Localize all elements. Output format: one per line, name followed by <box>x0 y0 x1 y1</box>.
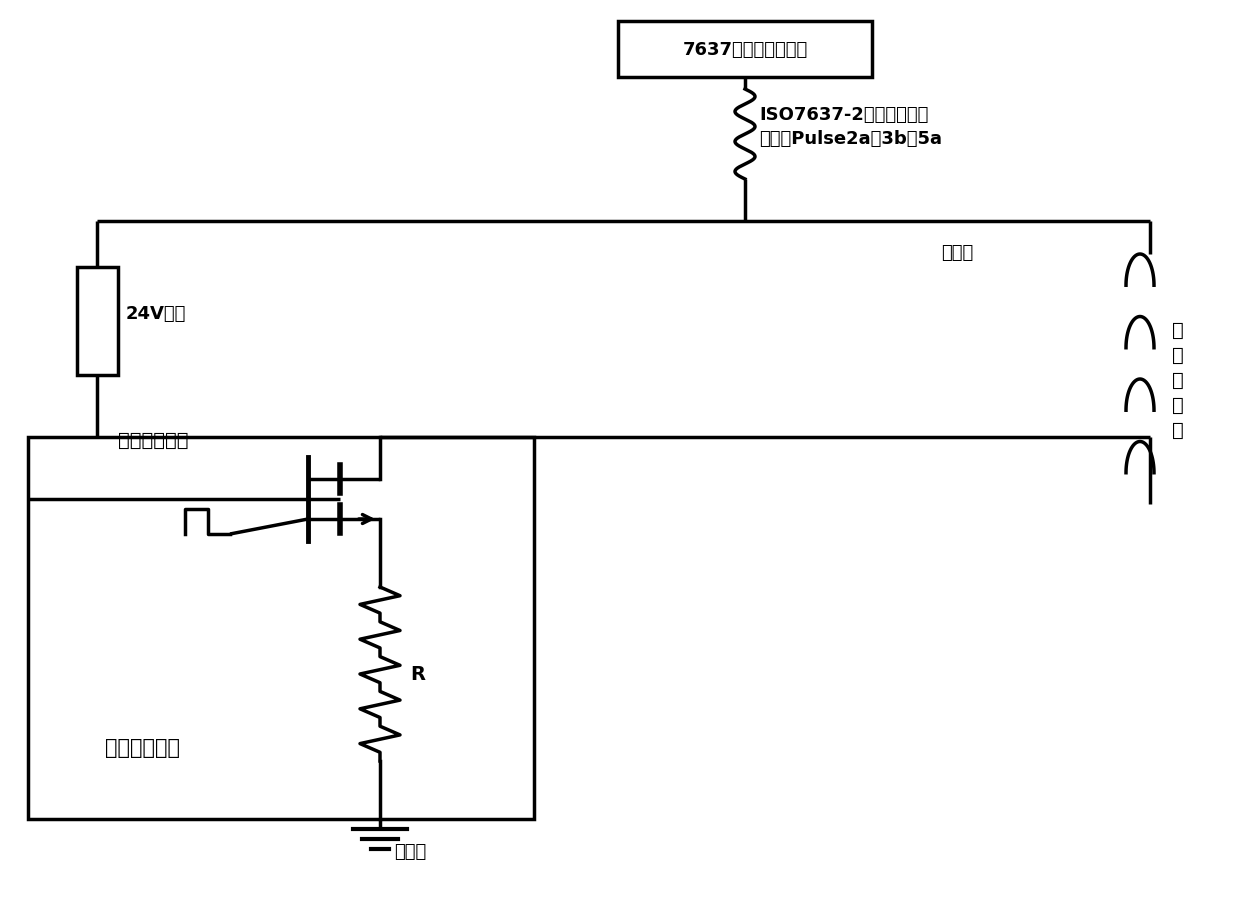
Bar <box>28 438 534 819</box>
Text: 7637干扰脉冲发生器: 7637干扰脉冲发生器 <box>683 41 808 59</box>
Bar <box>77 267 118 376</box>
Bar <box>618 22 872 78</box>
Text: 公共地: 公共地 <box>394 842 426 860</box>
Text: 脉冲控制信号: 脉冲控制信号 <box>118 430 188 449</box>
Text: 大
感
性
负
载: 大 感 性 负 载 <box>1172 321 1183 439</box>
Text: ISO7637-2中电源线干扰
脉冲：Pulse2a、3b、5a: ISO7637-2中电源线干扰 脉冲：Pulse2a、3b、5a <box>760 106 942 147</box>
Text: R: R <box>410 665 425 684</box>
Text: 24V电源: 24V电源 <box>126 304 186 322</box>
Text: 电子控制模块: 电子控制模块 <box>105 737 181 757</box>
Text: 注入点: 注入点 <box>942 244 974 262</box>
